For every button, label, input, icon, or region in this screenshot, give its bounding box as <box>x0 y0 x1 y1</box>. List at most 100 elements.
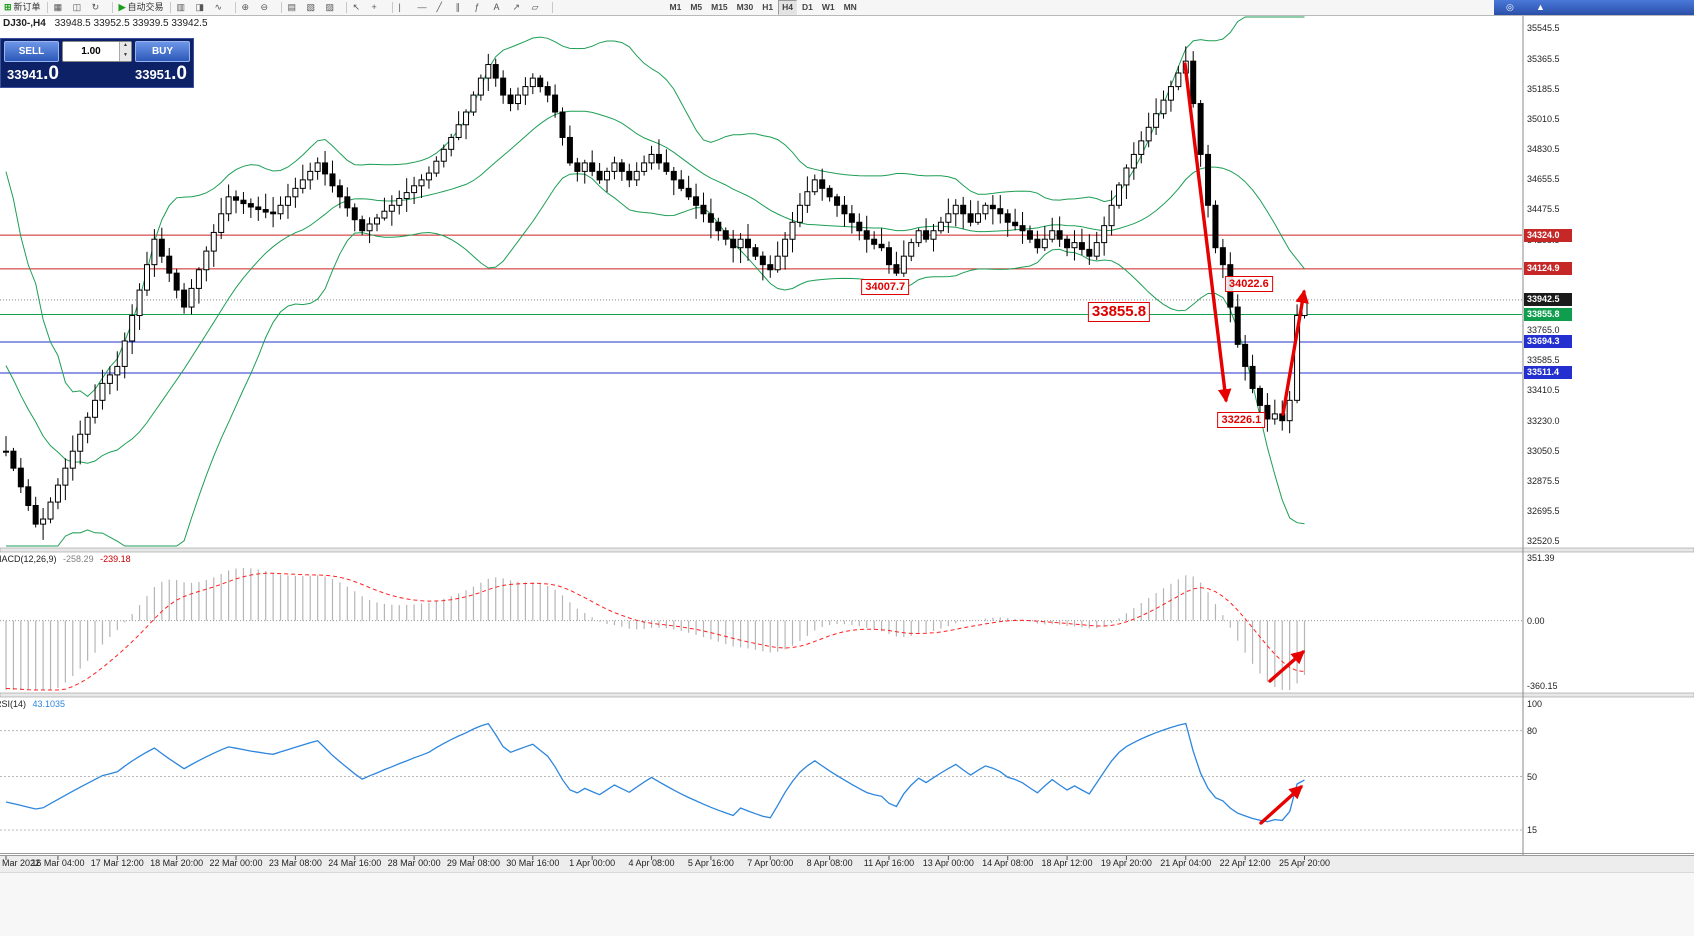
tile-windows-button[interactable]: ▤ <box>286 1 304 14</box>
timeframe-m1-button[interactable]: M1 <box>669 2 682 12</box>
timeframe-h1-button[interactable]: H1 <box>762 2 774 12</box>
one-click-trading-panel: SELL ▲ ▼ BUY 33941.0 33951.0 <box>0 38 194 88</box>
chart-symbol-line: DJ30-,H4 33948.5 33952.5 33939.5 33942.5 <box>3 18 208 29</box>
fibonacci-button[interactable]: ƒ <box>473 1 491 14</box>
search-button[interactable]: ◎ <box>1504 1 1522 14</box>
auto-scroll-icon: ▨ <box>325 2 335 12</box>
toolbar-separator <box>391 2 393 13</box>
toolbar-separator <box>551 2 553 13</box>
toolbar-separator <box>280 2 282 13</box>
new-order-icon: ⊞ <box>4 2 12 12</box>
zoom-out-icon: ⊖ <box>260 2 269 12</box>
toolbar-separator <box>234 2 236 13</box>
toolbar-separator <box>169 2 171 13</box>
macd-indicator-label: MACD(12,26,9) -258.29 -239.18 <box>0 554 131 564</box>
market-watch-icon: ▦ <box>53 2 63 12</box>
bollinger-bands <box>5 16 1305 547</box>
autotrading-button-label: 自动交易 <box>127 2 164 12</box>
trade-prices-row: 33941.0 33951.0 <box>1 62 193 85</box>
horizontal-line-icon: — <box>417 2 427 12</box>
sell-price-main: 33941 <box>7 67 44 82</box>
volume-up-button[interactable]: ▲ <box>120 42 131 52</box>
sell-button[interactable]: SELL <box>4 41 59 62</box>
zoom-in-icon: ⊕ <box>241 2 250 12</box>
quick-nav-button[interactable]: ▲ <box>1534 1 1552 14</box>
bar-chart-button[interactable]: ▥ <box>175 1 193 14</box>
timeframe-h4-button[interactable]: H4 <box>778 0 797 15</box>
trend-arrows <box>1183 62 1309 825</box>
ohlc-values: 33948.5 33952.5 33939.5 33942.5 <box>54 18 208 29</box>
buy-button[interactable]: BUY <box>135 41 190 62</box>
zoom-out-button[interactable]: ⊖ <box>259 1 277 14</box>
timeframe-d1-button[interactable]: D1 <box>801 2 813 12</box>
toolbar-separator <box>111 2 113 13</box>
macd-main-value: -258.29 <box>63 554 94 564</box>
line-chart-icon: ∿ <box>214 2 223 12</box>
macd-signal-value: -239.18 <box>100 554 131 564</box>
toolbar-button-area: ⊞ 新订单 ▦ ◫ ↻ ▶ 自动交易 ▥ ◨ ∿ ⊕ ⊖ ▤ ▧ ▨ ↖ + | — ╱ ∥ ƒ A ↗ ▱ <box>0 1 556 14</box>
trade-controls-row: SELL ▲ ▼ BUY <box>1 39 193 62</box>
cursor-button[interactable]: ↖ <box>351 1 369 14</box>
time-axis-strip <box>0 855 1694 873</box>
buy-price-main: 33951 <box>134 67 172 82</box>
toolbar-right-area: ◎ ▲ <box>1494 0 1694 15</box>
window-bottom-area <box>0 872 1694 936</box>
crosshair-button[interactable]: + <box>370 1 388 14</box>
rsi-value: 43.1035 <box>32 699 66 709</box>
timeframe-m30-button[interactable]: M30 <box>736 2 754 12</box>
crosshair-icon: + <box>371 2 377 12</box>
auto-scroll-button[interactable]: ▨ <box>324 1 342 14</box>
rsi-indicator-label: RSI(14) 43.1035 <box>0 699 65 709</box>
volume-input[interactable] <box>63 42 119 61</box>
volume-down-button[interactable]: ▼ <box>120 51 131 61</box>
data-window-button[interactable]: ◫ <box>71 1 89 14</box>
trendline-button[interactable]: ╱ <box>435 1 453 14</box>
timeframe-w1-button[interactable]: W1 <box>821 2 835 12</box>
channel-icon: ∥ <box>455 2 461 12</box>
refresh-button[interactable]: ↻ <box>90 1 108 14</box>
arrow-tool-button[interactable]: ↗ <box>511 1 529 14</box>
zoom-in-button[interactable]: ⊕ <box>240 1 258 14</box>
bar-chart-icon: ▥ <box>176 2 186 12</box>
autotrading-button[interactable]: ▶ 自动交易 <box>117 1 166 14</box>
line-chart-button[interactable]: ∿ <box>213 1 231 14</box>
candles-layer <box>3 46 1308 540</box>
shapes-button[interactable]: ▱ <box>530 1 548 14</box>
cascade-windows-button[interactable]: ▧ <box>305 1 323 14</box>
sell-price-pips: .0 <box>43 63 60 84</box>
shapes-icon: ▱ <box>531 2 539 12</box>
candlestick-chart-button[interactable]: ◨ <box>194 1 212 14</box>
new-order-button-label: 新订单 <box>13 2 41 12</box>
new-order-button[interactable]: ⊞ 新订单 <box>2 1 43 14</box>
buy-price-pips: .0 <box>171 63 187 84</box>
timeframe-m15-button[interactable]: M15 <box>711 2 728 12</box>
timeframe-toolbar: M1 M5 M15 M30 H1 H4 D1 W1 MN <box>666 0 861 15</box>
channel-button[interactable]: ∥ <box>454 1 472 14</box>
horizontal-line-button[interactable]: — <box>416 1 434 14</box>
symbol-period-label: DJ30-,H4 <box>3 18 46 29</box>
macd-panel <box>0 567 1522 691</box>
toolbar-separator <box>345 2 347 13</box>
text-icon: A <box>493 2 500 12</box>
cursor-icon: ↖ <box>352 2 361 12</box>
autotrading-icon: ▶ <box>118 2 126 12</box>
sell-price: 33941.0 <box>7 63 59 85</box>
main-toolbar: ⊞ 新订单 ▦ ◫ ↻ ▶ 自动交易 ▥ ◨ ∿ ⊕ ⊖ ▤ ▧ ▨ ↖ + | — ╱ ∥ ƒ A ↗ ▱ M1 M5 M15 M3… <box>0 0 1694 16</box>
vertical-line-icon: | <box>398 2 401 12</box>
arrow-tool-icon: ↗ <box>512 2 521 12</box>
market-watch-button[interactable]: ▦ <box>52 1 70 14</box>
candlestick-chart-icon: ◨ <box>195 2 205 12</box>
volume-stepper: ▲ ▼ <box>62 41 132 62</box>
tile-windows-icon: ▤ <box>287 2 297 12</box>
timeframe-m5-button[interactable]: M5 <box>690 2 703 12</box>
search-icon: ◎ <box>1506 2 1514 12</box>
text-button[interactable]: A <box>492 1 510 14</box>
data-window-icon: ◫ <box>72 2 82 12</box>
timeframe-mn-button[interactable]: MN <box>843 2 857 12</box>
vertical-line-button[interactable]: | <box>397 1 415 14</box>
rsi-name: RSI(14) <box>0 699 27 709</box>
toolbar-separator <box>46 2 48 13</box>
volume-spin-buttons: ▲ ▼ <box>119 42 131 61</box>
